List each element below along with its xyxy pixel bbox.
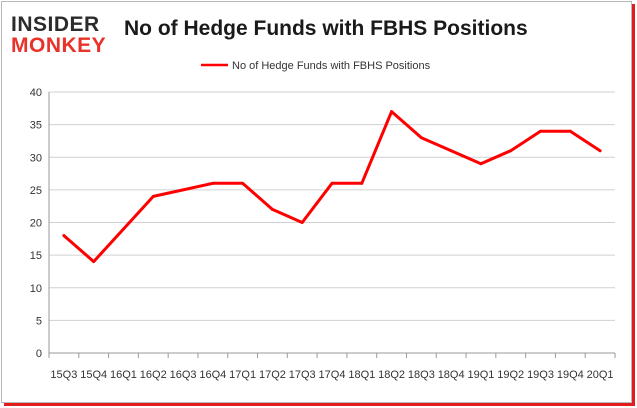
y-tick-label: 35 xyxy=(30,120,42,132)
logo-line1: INSIDER xyxy=(11,13,100,36)
y-tick-label: 5 xyxy=(36,315,42,327)
x-tick-label: 18Q1 xyxy=(348,369,375,381)
data-point xyxy=(241,181,245,185)
x-tick-label: 19Q2 xyxy=(497,369,524,381)
legend: No of Hedge Funds with FBHS Positions xyxy=(201,60,431,72)
x-tick-label: 19Q1 xyxy=(467,369,494,381)
data-point xyxy=(181,188,185,192)
axes xyxy=(48,92,615,354)
data-point xyxy=(211,181,215,185)
y-tick-label: 20 xyxy=(30,218,42,230)
x-tick-label: 19Q4 xyxy=(557,369,584,381)
series-layer xyxy=(62,110,602,264)
data-point xyxy=(92,260,96,264)
x-tick-label: 18Q4 xyxy=(438,369,465,381)
y-tick-label: 30 xyxy=(30,152,42,164)
data-point xyxy=(509,149,513,153)
x-tick-label: 19Q3 xyxy=(527,369,554,381)
data-point xyxy=(122,227,125,231)
data-point xyxy=(419,136,423,140)
x-tick-label: 18Q3 xyxy=(408,369,435,381)
data-point xyxy=(62,234,66,237)
chart-title: No of Hedge Funds with FBHS Positions xyxy=(124,17,528,40)
data-point xyxy=(449,149,453,153)
x-axis-ticks: 15Q3 15Q4 16Q1 16Q2 16Q3 16Q4 17Q1 17Q2 17Q3 17Q4… xyxy=(48,353,616,381)
x-tick-label: 17Q4 xyxy=(319,369,346,381)
insider-monkey-logo: INSIDER MONKEY xyxy=(11,13,106,57)
x-tick-label: 20Q1 xyxy=(587,369,614,381)
data-point xyxy=(300,221,304,224)
y-tick-label: 25 xyxy=(30,185,42,197)
chart-frame: INSIDER MONKEY No of Hedge Funds with FB… xyxy=(1,1,632,403)
x-tick-label: 16Q2 xyxy=(140,369,167,381)
x-tick-label: 17Q3 xyxy=(289,369,316,381)
x-tick-label: 15Q4 xyxy=(80,369,107,381)
series-line xyxy=(62,110,602,264)
x-tick-label: 16Q4 xyxy=(199,369,226,381)
grid xyxy=(49,91,615,321)
y-tick-label: 40 xyxy=(30,87,42,99)
data-point xyxy=(598,149,602,153)
y-tick-label: 0 xyxy=(36,348,42,360)
data-point xyxy=(390,110,393,113)
x-tick-label: 17Q1 xyxy=(229,369,256,381)
data-point xyxy=(479,162,483,166)
y-axis-ticks: 0 5 10 15 20 25 30 35 40 xyxy=(30,87,42,360)
x-tick-label: 16Q1 xyxy=(110,369,137,381)
data-point xyxy=(539,129,542,133)
logo-line2: MONKEY xyxy=(11,34,106,57)
x-tick-label: 17Q2 xyxy=(259,369,286,381)
legend-label: No of Hedge Funds with FBHS Positions xyxy=(232,60,431,72)
line-chart: INSIDER MONKEY No of Hedge Funds with FB… xyxy=(11,13,616,381)
x-tick-label: 15Q3 xyxy=(50,369,77,381)
data-point xyxy=(151,195,155,198)
x-tick-label: 18Q2 xyxy=(378,369,405,381)
data-point xyxy=(568,129,572,133)
y-tick-label: 10 xyxy=(30,283,42,295)
y-tick-label: 15 xyxy=(30,250,42,262)
data-point xyxy=(330,181,334,185)
data-point xyxy=(360,181,364,185)
data-point xyxy=(271,208,274,211)
x-tick-label: 16Q3 xyxy=(170,369,197,381)
